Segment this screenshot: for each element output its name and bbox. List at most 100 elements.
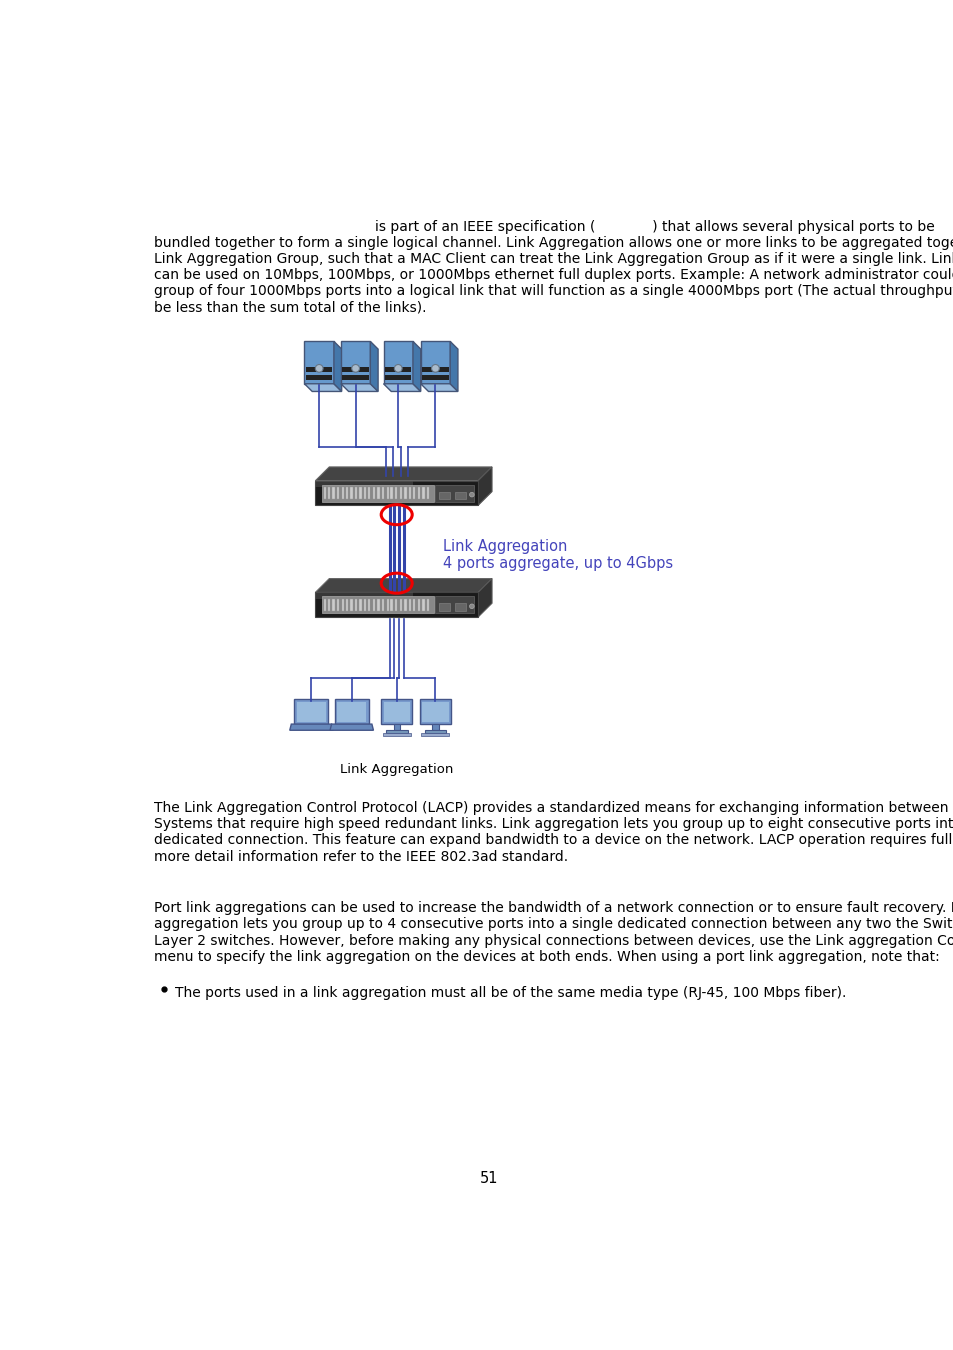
Bar (435, 485, 474, 502)
Bar (395, 487, 397, 500)
Bar (399, 487, 402, 500)
Bar (422, 367, 448, 373)
Bar (321, 597, 434, 613)
Bar (355, 487, 356, 500)
Circle shape (431, 364, 439, 373)
Text: Link Aggregation Group, such that a MAC Client can treat the Link Aggregation Gr: Link Aggregation Group, such that a MAC … (154, 252, 953, 266)
Polygon shape (477, 579, 492, 617)
Bar (413, 487, 415, 500)
Bar (377, 487, 379, 500)
Bar (409, 598, 411, 612)
Bar (345, 598, 348, 612)
Bar (381, 487, 384, 500)
Text: Systems that require high speed redundant links. Link aggregation lets you group: Systems that require high speed redundan… (154, 817, 953, 832)
Polygon shape (315, 593, 477, 617)
Polygon shape (383, 383, 420, 392)
Polygon shape (315, 481, 413, 487)
Polygon shape (315, 481, 477, 505)
Bar (341, 487, 344, 500)
Bar (359, 598, 361, 612)
Bar (427, 487, 429, 500)
Bar (385, 367, 411, 373)
Bar (409, 487, 411, 500)
Bar (377, 598, 379, 612)
Bar (404, 487, 406, 500)
Bar (336, 702, 366, 722)
Bar (385, 374, 411, 379)
Polygon shape (450, 342, 457, 392)
Polygon shape (477, 467, 492, 505)
Bar (336, 598, 339, 612)
Bar (386, 598, 389, 612)
Bar (323, 487, 326, 500)
Bar (328, 487, 330, 500)
Polygon shape (290, 724, 333, 730)
Polygon shape (381, 699, 412, 724)
Bar (359, 487, 361, 500)
Bar (296, 702, 326, 722)
Bar (381, 598, 384, 612)
Bar (342, 374, 369, 379)
Polygon shape (370, 342, 377, 392)
Bar (341, 598, 344, 612)
Polygon shape (315, 467, 492, 481)
Bar (328, 598, 330, 612)
Text: The Link Aggregation Control Protocol (LACP) provides a standardized means for e: The Link Aggregation Control Protocol (L… (154, 801, 953, 815)
Bar (364, 487, 366, 500)
Bar (382, 733, 410, 736)
Bar (424, 730, 446, 733)
Bar (336, 487, 339, 500)
Text: Link Aggregation: Link Aggregation (339, 763, 453, 776)
Bar (427, 598, 429, 612)
Bar (386, 487, 389, 500)
Bar (332, 487, 335, 500)
Polygon shape (340, 342, 370, 383)
Text: aggregation lets you group up to 4 consecutive ports into a single dedicated con: aggregation lets you group up to 4 conse… (154, 918, 953, 932)
Bar (383, 702, 410, 722)
Bar (323, 598, 326, 612)
Bar (422, 374, 448, 379)
Polygon shape (383, 342, 413, 383)
Text: menu to specify the link aggregation on the devices at both ends. When using a p: menu to specify the link aggregation on … (154, 949, 939, 964)
Bar (390, 487, 393, 500)
Bar (345, 487, 348, 500)
Text: Link Aggregation: Link Aggregation (443, 539, 567, 555)
Text: is part of an IEEE specification (             ) that allows several physical po: is part of an IEEE specification ( ) tha… (375, 220, 934, 234)
Text: 4 ports aggregate, up to 4Gbps: 4 ports aggregate, up to 4Gbps (443, 556, 673, 571)
Circle shape (469, 603, 474, 609)
Bar (435, 597, 474, 613)
Circle shape (352, 364, 359, 373)
Polygon shape (304, 383, 341, 392)
Bar (306, 374, 332, 379)
Polygon shape (340, 383, 377, 392)
Bar (439, 491, 450, 500)
Bar (422, 487, 424, 500)
Polygon shape (334, 342, 341, 392)
Polygon shape (294, 699, 328, 724)
Text: dedicated connection. This feature can expand bandwidth to a device on the netwo: dedicated connection. This feature can e… (154, 833, 953, 848)
Polygon shape (413, 342, 420, 392)
Circle shape (394, 364, 402, 373)
Bar (355, 598, 356, 612)
Bar (417, 598, 419, 612)
Bar (321, 485, 434, 502)
Text: Port link aggregations can be used to increase the bandwidth of a network connec: Port link aggregations can be used to in… (154, 902, 953, 915)
Text: The ports used in a link aggregation must all be of the same media type (RJ-45, : The ports used in a link aggregation mus… (174, 986, 845, 1000)
Polygon shape (335, 699, 369, 724)
Circle shape (315, 364, 323, 373)
Bar (417, 487, 419, 500)
Bar (455, 603, 465, 612)
Bar (422, 702, 448, 722)
Bar (399, 598, 402, 612)
Bar (390, 598, 393, 612)
Polygon shape (330, 724, 373, 730)
Bar (332, 598, 335, 612)
Bar (432, 724, 438, 730)
Text: be less than the sum total of the links).: be less than the sum total of the links)… (154, 301, 426, 315)
Bar (413, 598, 415, 612)
Text: bundled together to form a single logical channel. Link Aggregation allows one o: bundled together to form a single logica… (154, 236, 953, 250)
Polygon shape (315, 593, 413, 598)
Text: 51: 51 (479, 1170, 497, 1185)
Bar (439, 603, 450, 612)
Bar (455, 491, 465, 500)
